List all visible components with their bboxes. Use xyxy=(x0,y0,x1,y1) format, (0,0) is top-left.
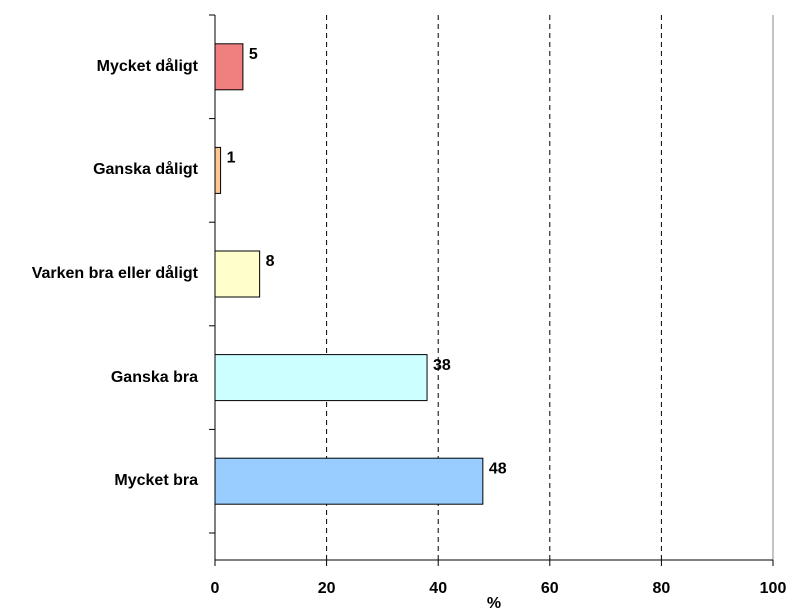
bar xyxy=(214,43,244,91)
x-tick-label: 20 xyxy=(318,580,336,597)
x-tick-label: 0 xyxy=(211,580,220,597)
category-label-box: Ganska dåligt xyxy=(8,158,198,182)
x-tick-label: 60 xyxy=(541,580,559,597)
category-label: Ganska bra xyxy=(110,368,198,386)
value-label: 1 xyxy=(227,150,236,167)
category-label: Mycket bra xyxy=(114,472,198,490)
value-label: 48 xyxy=(489,460,507,477)
category-label: Ganska dåligt xyxy=(93,161,198,179)
bar xyxy=(214,146,222,194)
category-label-box: Mycket dåligt xyxy=(8,55,198,79)
x-tick-label: 80 xyxy=(653,580,671,597)
value-label: 38 xyxy=(433,357,451,374)
x-tick-label: 100 xyxy=(760,580,787,597)
category-label-box: Varken bra eller dåligt xyxy=(8,262,198,286)
category-label: Mycket dåligt xyxy=(96,57,198,75)
value-label: 5 xyxy=(249,46,258,63)
category-label: Varken bra eller dåligt xyxy=(31,265,198,282)
x-axis-label: % xyxy=(487,595,501,612)
x-tick-label: 40 xyxy=(429,580,447,597)
value-label: 8 xyxy=(266,253,275,270)
category-label-box: Mycket bra xyxy=(8,469,198,493)
category-label-box: Ganska bra xyxy=(8,366,198,390)
bar xyxy=(214,457,484,505)
bar xyxy=(214,250,261,298)
bar xyxy=(214,354,428,402)
